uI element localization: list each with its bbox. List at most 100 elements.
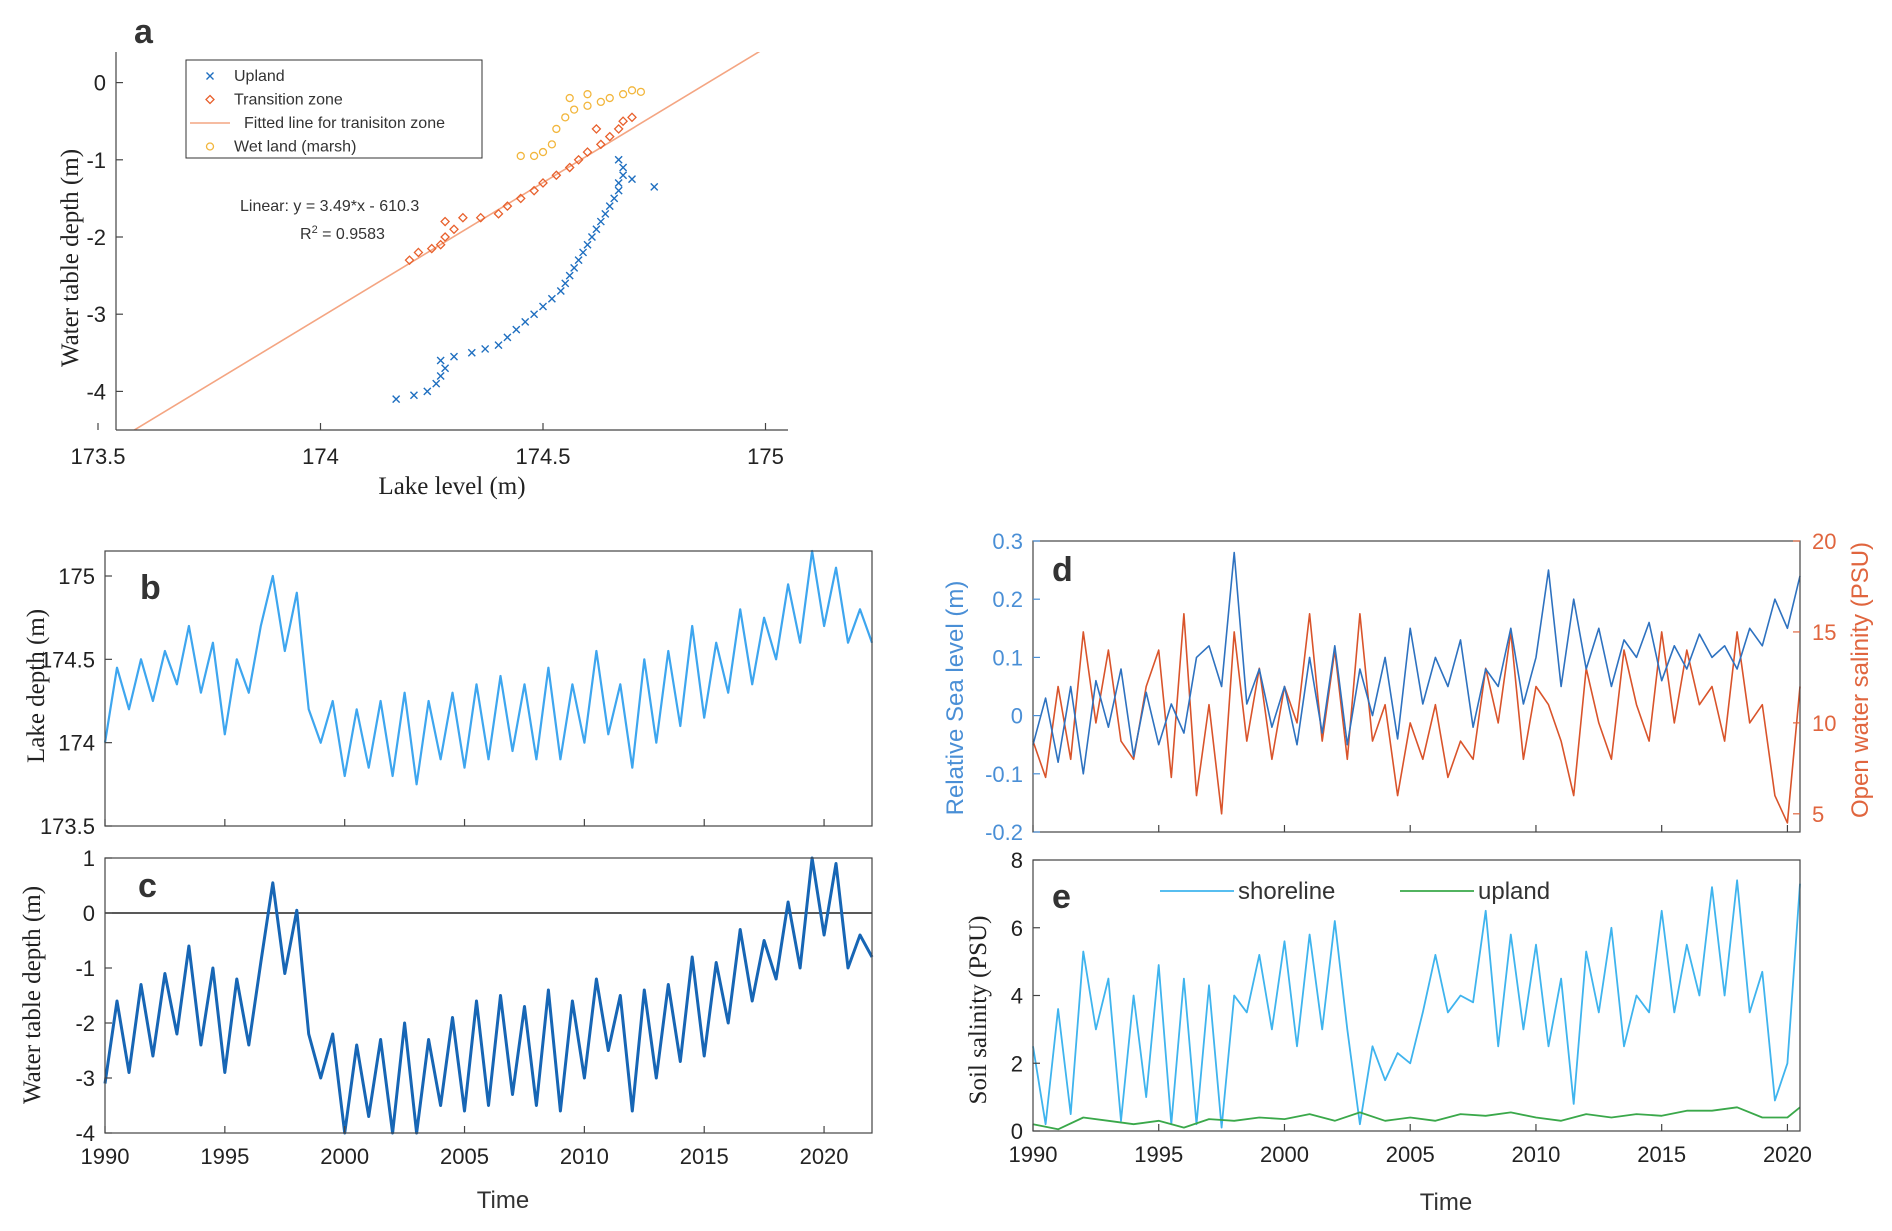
transition-point bbox=[604, 131, 615, 142]
legend-box bbox=[185, 59, 483, 159]
plot-frame bbox=[104, 857, 873, 1134]
plot-frame bbox=[104, 550, 873, 827]
fitted-line bbox=[132, 52, 761, 430]
panel-c-xlabel: Time bbox=[477, 1187, 529, 1214]
upland-point bbox=[579, 248, 588, 257]
upland-point bbox=[409, 391, 418, 400]
x-tick-label: 1995 bbox=[200, 1144, 249, 1169]
legend-marker bbox=[206, 72, 214, 80]
wetland-point bbox=[529, 151, 539, 161]
upland-point bbox=[392, 395, 401, 404]
transition-point bbox=[426, 243, 437, 254]
wetland-point bbox=[618, 90, 628, 99]
x-tick-label: 2000 bbox=[320, 1144, 369, 1169]
transition-point bbox=[404, 255, 415, 266]
x-tick-label: 174.5 bbox=[515, 444, 570, 469]
transition-point bbox=[502, 201, 513, 212]
x-tick-label: 2005 bbox=[1386, 1142, 1435, 1167]
shoreline-line bbox=[1032, 879, 1801, 1129]
x-tick-label: 2020 bbox=[800, 1144, 849, 1169]
panel-b-marks bbox=[103, 549, 874, 786]
upland-point bbox=[619, 171, 628, 180]
upland-point bbox=[494, 341, 503, 350]
transition-point bbox=[435, 239, 446, 250]
y-tick-label: 0 bbox=[1011, 1119, 1023, 1144]
x-tick-label: 2005 bbox=[440, 1144, 489, 1169]
upland-point bbox=[467, 348, 476, 357]
panel-a: 0 -1 -2 -3 -4 173.5 174 174.5 175 Upland Transiti… bbox=[57, 52, 788, 500]
upland-point bbox=[556, 287, 565, 296]
upland-point bbox=[547, 294, 556, 303]
panel-letter-e: e bbox=[1052, 878, 1071, 916]
transition-point bbox=[515, 193, 526, 204]
wetland-point bbox=[627, 86, 637, 95]
upland-point bbox=[583, 240, 592, 249]
panel-c-ylabel: Water table depth (m) bbox=[19, 886, 46, 1104]
y-tick-label: -1 bbox=[75, 956, 95, 981]
panel-e-xlabel: Time bbox=[1420, 1189, 1472, 1216]
transition-point bbox=[538, 178, 548, 188]
y-tick-label: -0.2 bbox=[985, 820, 1023, 845]
legend-marker bbox=[205, 142, 215, 151]
y-tick-label: 4 bbox=[1011, 984, 1023, 1009]
wetland-point bbox=[596, 97, 605, 107]
upland-point bbox=[614, 186, 623, 195]
upland-point bbox=[601, 209, 610, 218]
transition-point bbox=[440, 216, 451, 227]
y-tick-label: -1 bbox=[86, 148, 106, 173]
y-tick-label: 174 bbox=[58, 731, 95, 756]
wetland-point bbox=[552, 124, 561, 134]
panel-b: 173.5 174 174.5 175 Lake depth (m) bbox=[23, 549, 874, 839]
y-tick-label: -3 bbox=[86, 302, 106, 327]
panel-a-xlabel: Lake level (m) bbox=[378, 473, 525, 500]
upland-point bbox=[436, 371, 445, 380]
upland-line bbox=[1032, 1106, 1801, 1131]
panel-d-ylabel-left: Relative Sea level (m) bbox=[942, 581, 969, 816]
wetland-point bbox=[636, 87, 646, 97]
upland-point bbox=[596, 217, 605, 226]
upland-point bbox=[574, 256, 583, 265]
transition-point bbox=[582, 147, 593, 157]
upland-point bbox=[592, 225, 601, 234]
panel-a-clip bbox=[132, 52, 761, 430]
transition-point bbox=[564, 162, 575, 173]
y-tick-label: -0.1 bbox=[985, 762, 1023, 787]
transition-point bbox=[627, 112, 637, 123]
panel-letter-d: d bbox=[1052, 551, 1073, 589]
x-tick-label: 2000 bbox=[1260, 1142, 1309, 1167]
upland-point bbox=[530, 310, 539, 319]
legend-label: upland bbox=[1478, 878, 1550, 905]
y-tick-label: -3 bbox=[75, 1066, 95, 1091]
y-tick-label: 174.5 bbox=[40, 647, 95, 672]
panel-a-axes: 0 -1 -2 -3 -4 173.5 174 174.5 175 bbox=[70, 52, 788, 469]
y-tick-label: 173.5 bbox=[40, 814, 95, 839]
wetland-point bbox=[561, 113, 570, 122]
panel-a-marks bbox=[132, 52, 761, 430]
panel-c-marks bbox=[103, 856, 874, 1135]
y-tick-label: 10 bbox=[1812, 711, 1836, 736]
x-tick-label: 2015 bbox=[1637, 1142, 1686, 1167]
upland-point bbox=[587, 233, 596, 241]
transition-point bbox=[618, 116, 629, 127]
y-tick-label: -2 bbox=[75, 1011, 95, 1036]
y-tick-label: 6 bbox=[1011, 916, 1023, 941]
legend-label: Upland bbox=[234, 68, 285, 85]
upland-point bbox=[481, 344, 490, 353]
legend-marker bbox=[205, 94, 215, 105]
upland-point bbox=[619, 163, 628, 172]
upland-point bbox=[521, 317, 530, 326]
x-tick-label: 174 bbox=[302, 444, 339, 469]
lake-depth-line bbox=[103, 549, 874, 786]
panel-letter-c: c bbox=[138, 867, 157, 905]
transition-point bbox=[493, 208, 504, 219]
x-tick-label: 173.5 bbox=[70, 444, 125, 469]
upland-point bbox=[450, 352, 458, 361]
x-tick-label: 1995 bbox=[1134, 1142, 1183, 1167]
panel-d-ylabel-right: Open water salinity (PSU) bbox=[1847, 542, 1874, 818]
transition-point bbox=[440, 232, 451, 242]
transition-point bbox=[457, 212, 468, 223]
y-tick-label: 0.1 bbox=[992, 645, 1023, 670]
x-tick-label: 175 bbox=[747, 444, 784, 469]
